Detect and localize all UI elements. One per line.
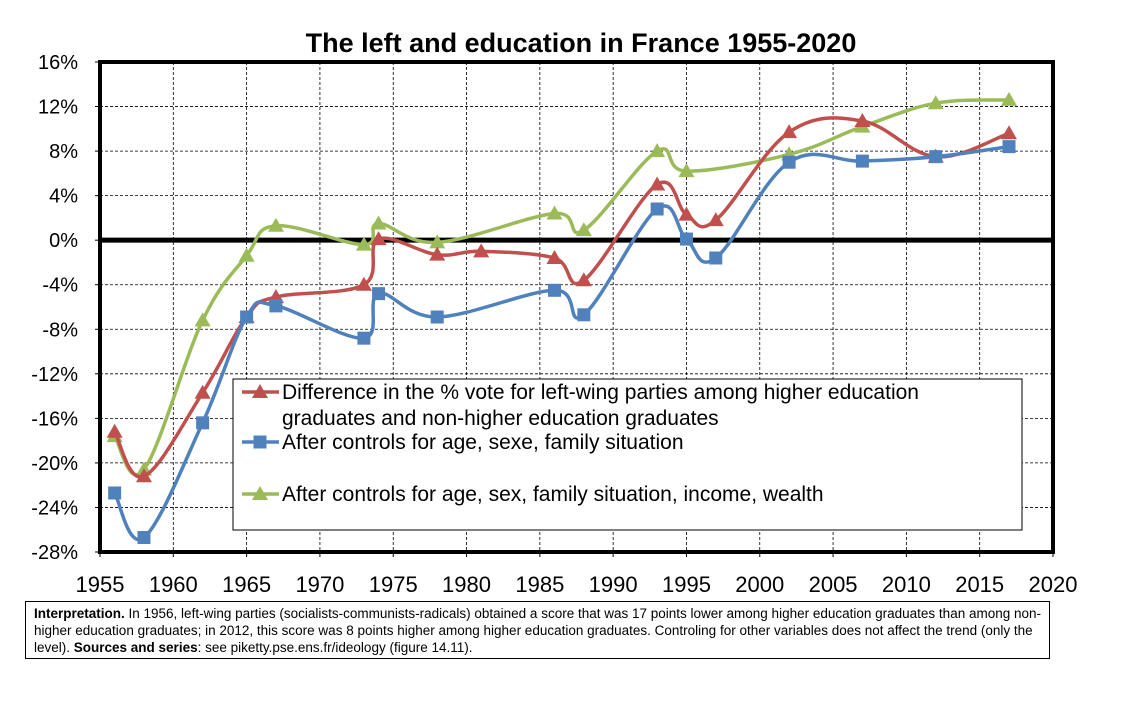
chart: The left and education in France 1955-20…: [31, 28, 1078, 597]
data-point: [370, 231, 387, 246]
data-point: [927, 95, 944, 110]
y-axis-ticks: -28% -24% -20% -16% -12% -8% -4% 0% 4% 8% 12% 16%: [31, 52, 100, 564]
data-point: [355, 276, 372, 291]
x-tick-label: 2000: [735, 572, 784, 597]
data-point: [238, 247, 255, 262]
data-point: [649, 176, 666, 191]
x-tick-label: 1975: [369, 572, 418, 597]
data-point: [473, 243, 490, 258]
legend-item-3: After controls for age, sex, family situ…: [242, 483, 824, 506]
series-2: [108, 140, 1016, 545]
y-tick-label: -28%: [31, 542, 78, 564]
legend: Difference in the % vote for left-wing p…: [232, 378, 1023, 531]
chart-title: The left and education in France 1955-20…: [306, 28, 857, 58]
series-lines: [106, 91, 1018, 545]
x-tick-label: 1985: [515, 572, 564, 597]
series-line: [113, 116, 1010, 479]
data-point: [781, 124, 798, 139]
data-point: [370, 215, 387, 230]
data-point: [267, 217, 284, 232]
data-point: [372, 287, 386, 301]
legend-item-1: Difference in the % vote for left-wing p…: [242, 381, 919, 430]
legend-marker: [252, 486, 268, 500]
data-point: [679, 232, 693, 246]
y-tick-label: -16%: [31, 408, 78, 430]
x-tick-label: 1995: [662, 572, 711, 597]
data-point: [1002, 140, 1016, 154]
data-point: [196, 416, 210, 430]
legend-label: Difference in the % vote for left-wing p…: [282, 381, 919, 404]
data-point: [678, 206, 695, 221]
data-point: [429, 234, 446, 249]
legend-label: After controls for age, sexe, family sit…: [282, 431, 684, 454]
data-point: [548, 283, 562, 297]
data-point: [546, 205, 563, 220]
x-tick-label: 1990: [589, 572, 638, 597]
data-point: [575, 222, 592, 237]
x-axis-ticks: 1955 1960 1965 1970 1975 1980 1985 1990 1995 2000…: [76, 552, 1078, 597]
data-point: [649, 143, 666, 158]
legend-marker: [252, 384, 268, 398]
data-point: [108, 486, 122, 500]
data-point: [854, 113, 871, 128]
data-point: [577, 308, 591, 322]
y-tick-label: 0%: [49, 230, 78, 252]
x-tick-label: 1980: [442, 572, 491, 597]
x-tick-label: 2020: [1029, 572, 1078, 597]
x-tick-label: 2010: [882, 572, 931, 597]
x-tick-label: 1965: [222, 572, 271, 597]
data-point: [709, 251, 723, 265]
data-point: [269, 299, 283, 313]
grid: [98, 60, 1055, 554]
data-point: [106, 423, 123, 438]
x-tick-label: 1960: [149, 572, 198, 597]
y-tick-label: -20%: [31, 453, 78, 475]
x-tick-label: 2005: [809, 572, 858, 597]
data-point: [429, 246, 446, 261]
interpretation-label: Interpretation.: [34, 606, 125, 621]
legend-marker: [253, 435, 267, 449]
y-tick-label: 16%: [38, 52, 78, 74]
legend-label: graduates and non-higher education gradu…: [282, 407, 719, 430]
data-point: [194, 384, 211, 399]
data-point: [355, 236, 372, 251]
sources-text: : see piketty.pse.ens.fr/ideology (figur…: [197, 640, 473, 655]
y-tick-label: -24%: [31, 497, 78, 519]
y-tick-label: -8%: [42, 319, 78, 341]
series-3: [106, 91, 1018, 477]
legend-box: [232, 378, 1023, 531]
legend-item-2: After controls for age, sexe, family sit…: [242, 431, 684, 454]
data-point: [678, 163, 695, 178]
data-point: [430, 310, 444, 324]
y-tick-label: -12%: [31, 364, 78, 386]
x-tick-label: 1955: [76, 572, 125, 597]
data-point: [1001, 125, 1018, 140]
series-line: [113, 98, 1010, 477]
legend-label: After controls for age, sex, family situ…: [282, 483, 824, 506]
y-tick-label: -4%: [42, 275, 78, 297]
data-point: [546, 250, 563, 264]
data-point: [137, 531, 151, 545]
data-point: [135, 468, 152, 483]
data-point: [855, 154, 869, 168]
data-point: [929, 150, 943, 164]
data-point: [1001, 91, 1018, 106]
data-point: [240, 310, 254, 324]
plot-frame: [98, 60, 1055, 554]
data-point: [707, 212, 724, 227]
data-point: [575, 272, 592, 287]
sources-label: Sources and series: [73, 640, 198, 655]
y-tick-label: 4%: [49, 186, 78, 208]
interpretation-text: In 1956, left-wing parties (socialists-c…: [34, 606, 1042, 655]
y-tick-label: 12%: [38, 97, 78, 119]
interpretation-note: Interpretation. In 1956, left-wing parti…: [25, 601, 1050, 659]
data-point: [357, 331, 371, 345]
data-point: [650, 202, 664, 216]
data-point: [782, 155, 796, 169]
x-tick-label: 1970: [295, 572, 344, 597]
x-tick-label: 2015: [955, 572, 1004, 597]
data-point: [194, 312, 211, 327]
y-tick-label: 8%: [49, 141, 78, 163]
